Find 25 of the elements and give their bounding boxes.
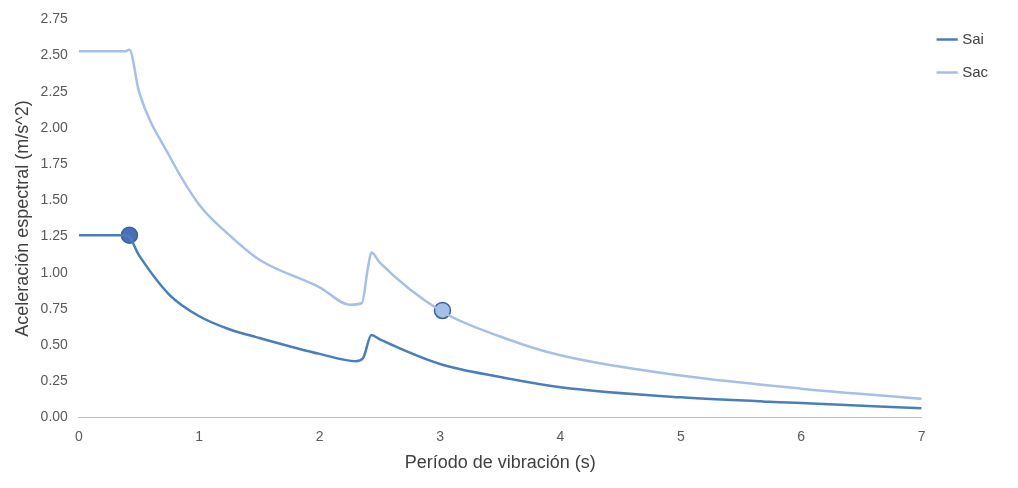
- line-series: [78, 48, 922, 401]
- y-tick-label: 0.75: [40, 299, 69, 316]
- x-tick-label: 2: [315, 427, 324, 444]
- y-tick-label: 2.25: [40, 82, 69, 99]
- x-tick-label: 5: [676, 427, 685, 444]
- y-tick-label: 1.75: [40, 155, 69, 172]
- x-tick-label: 0: [74, 427, 83, 444]
- y-tick-label: 0.25: [40, 372, 69, 389]
- y-tick-label: 2.00: [40, 118, 69, 135]
- legend-label: Sai: [962, 29, 984, 47]
- x-tick-label: 1: [195, 427, 204, 444]
- x-tick-label: 6: [797, 427, 806, 444]
- legend-label: Sac: [962, 62, 989, 80]
- x-tick-label: 7: [917, 427, 926, 444]
- x-tick-label: 4: [556, 427, 565, 444]
- x-tick-label: 3: [436, 427, 445, 444]
- y-tick-label: 2.50: [40, 46, 69, 63]
- x-axis-title: Período de vibración (s): [404, 452, 596, 473]
- y-tick-label: 1.50: [40, 191, 69, 208]
- y-tick-label: 2.75: [40, 10, 69, 27]
- y-tick-label: 1.00: [40, 263, 69, 280]
- y-tick-label: 0.00: [40, 408, 69, 425]
- y-axis-title: Aceleración espectral (m/s^2): [11, 100, 32, 337]
- y-tick-label: 0.50: [40, 336, 69, 353]
- y-tick-label: 1.25: [40, 227, 69, 244]
